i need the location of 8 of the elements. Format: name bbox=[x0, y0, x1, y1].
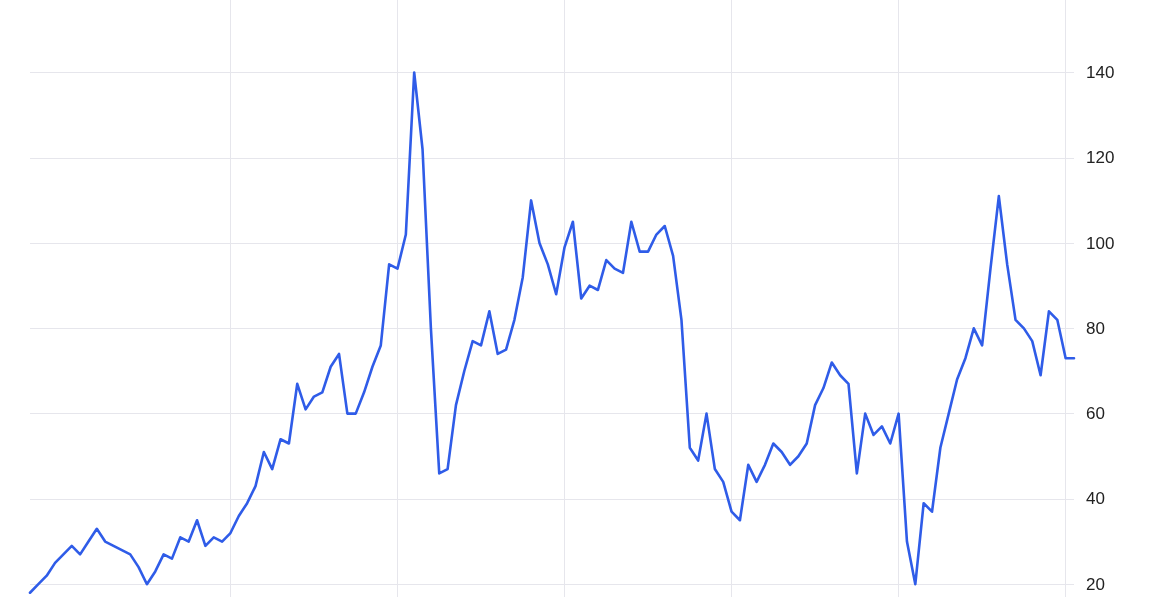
y-tick-label: 100 bbox=[1086, 233, 1115, 253]
line-series bbox=[28, 71, 1076, 595]
y-tick-label: 80 bbox=[1086, 318, 1105, 338]
y-tick-label: 120 bbox=[1086, 148, 1115, 168]
y-tick-label: 140 bbox=[1086, 62, 1115, 82]
y-tick-label: 20 bbox=[1086, 574, 1105, 594]
y-tick-label: 40 bbox=[1086, 489, 1105, 509]
y-tick-label: 60 bbox=[1086, 404, 1105, 424]
